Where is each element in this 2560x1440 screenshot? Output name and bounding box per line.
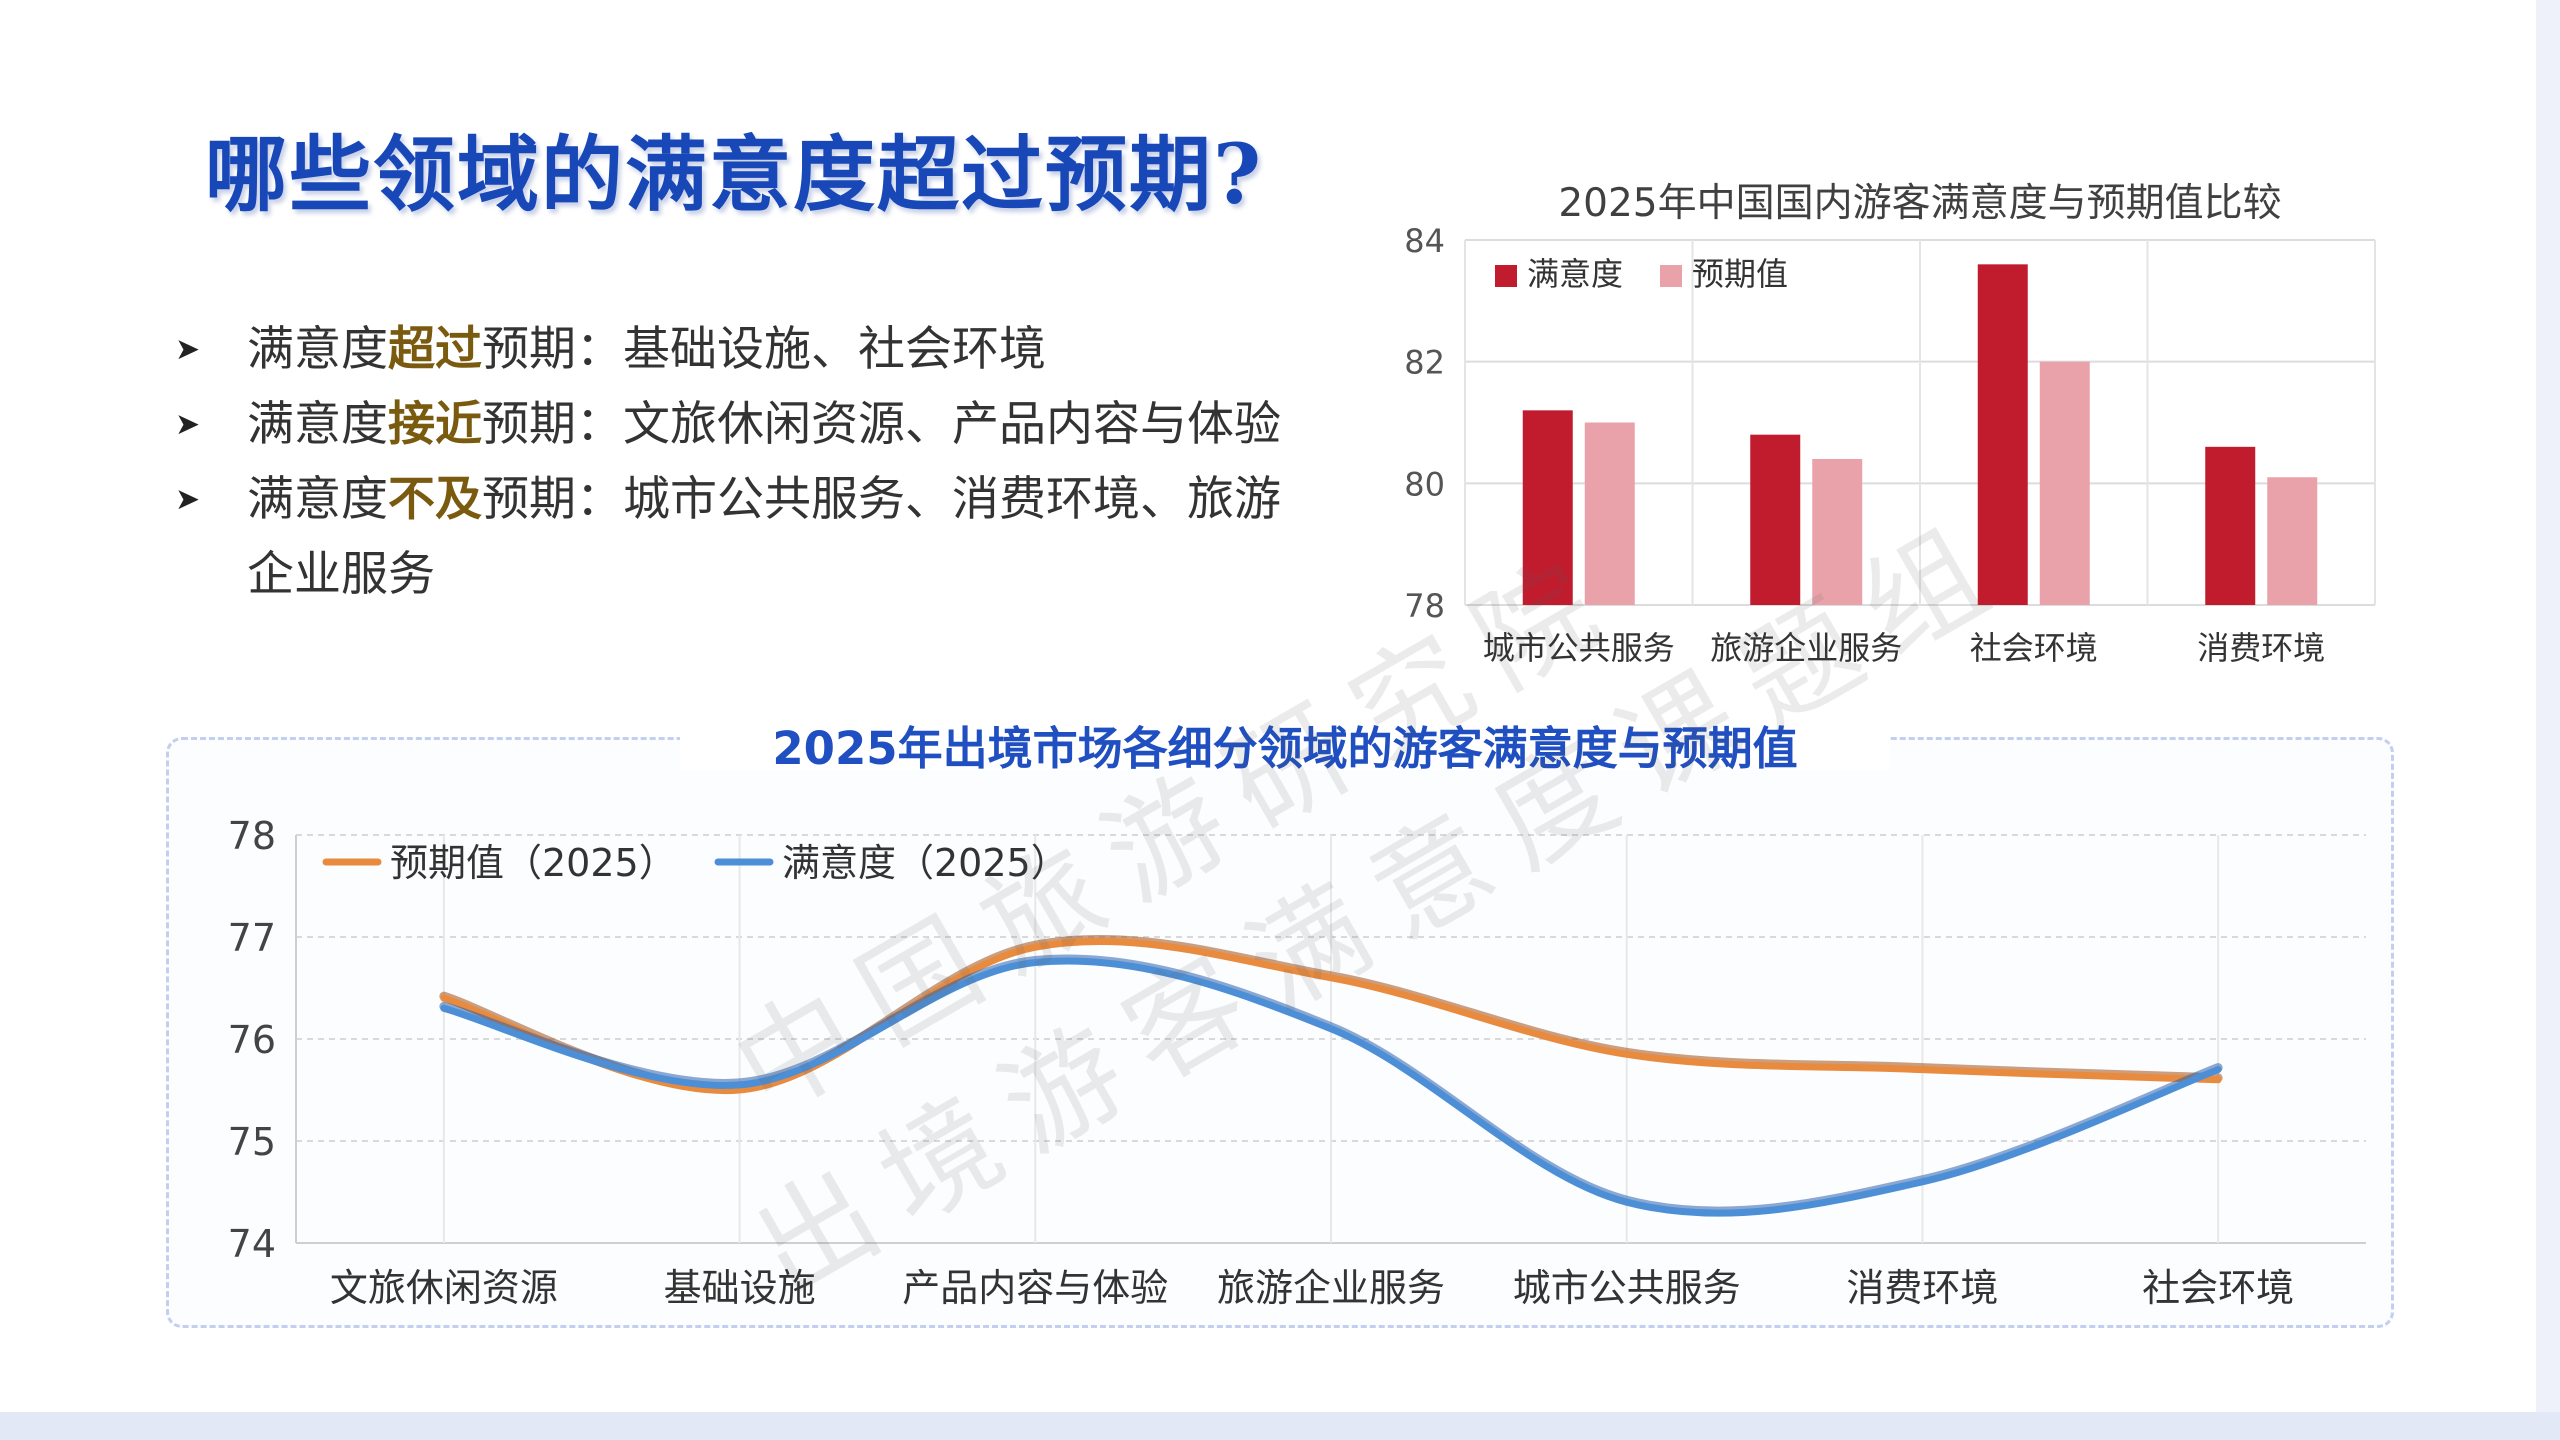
bar-expectation (2039, 361, 2090, 605)
x-tick-label: 城市公共服务 (1513, 1266, 1741, 1310)
x-tick-label: 消费环境 (2197, 629, 2325, 667)
y-tick-label: 76 (228, 1018, 276, 1062)
chart2-title-background (680, 710, 1890, 770)
bullet-prefix: 满意度 (247, 322, 388, 377)
domestic-bar-chart: 78 80 82 84 城市公共服务 旅游企业服务 社会环境 消费环境 满意度 预期值 (1404, 225, 2376, 667)
bar-satisfaction (1522, 410, 1573, 605)
outbound-line-chart: 74 75 76 77 78 文旅休闲资源 基础设施 产品内容与体验 旅游企业服务 城市公共服务 消… (228, 814, 2366, 1310)
bullet-prefix: 满意度 (247, 397, 388, 452)
bar-satisfaction (1750, 434, 1801, 605)
bar-expectation (2267, 477, 2318, 605)
y-tick-label: 80 (1404, 465, 1445, 503)
bullet-arrow-icon: ➤ (175, 482, 201, 517)
x-tick-label: 旅游企业服务 (1710, 629, 1902, 667)
x-tick-label: 产品内容与体验 (902, 1266, 1168, 1310)
chart2-title: 2025年出境市场各细分领域的游客满意度与预期值 (772, 722, 1798, 775)
bullet-prefix: 满意度 (247, 472, 388, 527)
bullet-suffix: 预期：城市公共服务、消费环境、旅游企业服务 (247, 472, 1281, 602)
legend-swatch (1660, 265, 1682, 287)
legend-swatch (1495, 265, 1517, 287)
y-tick-label: 82 (1404, 344, 1445, 382)
bullet-item-exceed: ➤ 满意度超过预期：基础设施、社会环境 (175, 312, 1325, 387)
bullet-suffix: 预期：文旅休闲资源、产品内容与体验 (482, 397, 1281, 452)
x-tick-label: 社会环境 (2142, 1266, 2294, 1310)
page-title: 哪些领域的满意度超过预期? (205, 127, 1264, 223)
bullet-list: ➤ 满意度超过预期：基础设施、社会环境 ➤ 满意度接近预期：文旅休闲资源、产品内容与… (175, 312, 1325, 612)
bullet-keyword: 超过 (388, 322, 482, 377)
bullet-keyword: 不及 (388, 472, 482, 527)
legend-label: 满意度（2025） (782, 841, 1069, 885)
bullet-arrow-icon: ➤ (175, 407, 201, 442)
y-tick-label: 74 (228, 1222, 276, 1266)
slide-right-margin (2536, 0, 2560, 1440)
x-tick-label: 社会环境 (1970, 629, 2098, 667)
y-tick-label: 77 (228, 916, 276, 960)
y-tick-label: 78 (228, 814, 276, 858)
x-tick-label: 基础设施 (664, 1266, 816, 1310)
legend-label: 满意度 (1527, 255, 1623, 293)
x-tick-label: 文旅休闲资源 (330, 1266, 558, 1310)
bullet-arrow-icon: ➤ (175, 332, 201, 367)
bullet-item-below: ➤ 满意度不及预期：城市公共服务、消费环境、旅游企业服务 (175, 462, 1325, 612)
y-tick-label: 84 (1404, 225, 1445, 260)
slide-bottom-margin (0, 1412, 2560, 1440)
y-tick-label: 75 (228, 1120, 276, 1164)
bar-expectation (1584, 422, 1635, 605)
bullet-keyword: 接近 (388, 397, 482, 452)
bar-satisfaction (2205, 446, 2256, 605)
bar-satisfaction (1977, 264, 2028, 605)
bullet-suffix: 预期：基础设施、社会环境 (482, 322, 1046, 377)
legend-label: 预期值 (1692, 255, 1788, 293)
x-tick-label: 消费环境 (1846, 1266, 1998, 1310)
bar-expectation (1812, 459, 1863, 605)
bullet-item-near: ➤ 满意度接近预期：文旅休闲资源、产品内容与体验 (175, 387, 1325, 462)
x-tick-label: 旅游企业服务 (1217, 1266, 1445, 1310)
chart1-title: 2025年中国国内游客满意度与预期值比较 (1558, 181, 2282, 226)
y-tick-label: 78 (1404, 587, 1445, 625)
line-satisfaction (440, 957, 2222, 1217)
line-expectation (440, 937, 2222, 1095)
legend-label: 预期值（2025） (390, 841, 677, 885)
x-tick-label: 城市公共服务 (1483, 629, 1675, 667)
